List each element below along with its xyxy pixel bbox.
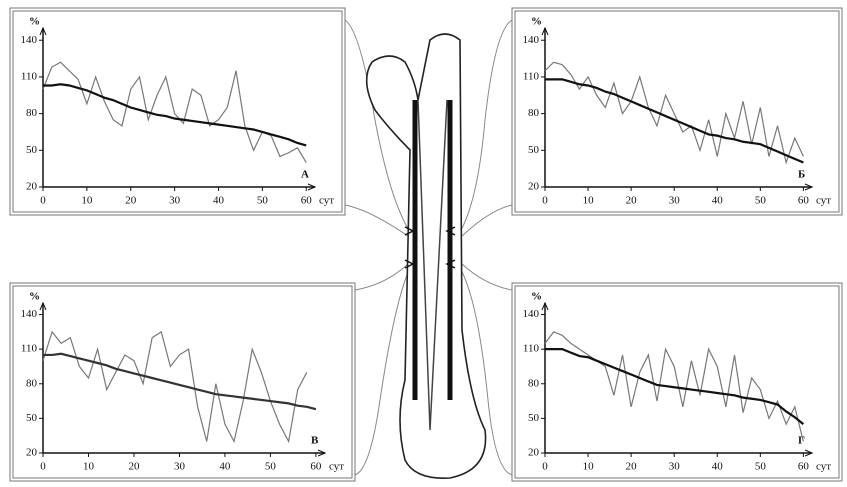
y-tick-label: 50: [528, 412, 540, 424]
y-tick-label: 140: [21, 34, 38, 46]
y-tick-label: 20: [528, 181, 540, 193]
y-tick-label: 80: [528, 377, 540, 389]
y-tick-label: 50: [528, 144, 540, 156]
x-tick-label: 10: [83, 461, 95, 473]
panel: % сут А 20 50 80 110 140 0 10 20 30 40 50 60: [10, 8, 345, 215]
figure: % сут А 20 50 80 110 140 0 10 20 30 40 50 60% сут Б 20 50 8…: [0, 0, 847, 487]
y-tick-label: 50: [26, 144, 38, 156]
y-tick-label: 110: [523, 70, 540, 82]
x-axis-label: сут: [816, 461, 831, 473]
panel-label: А: [301, 169, 309, 181]
callout-line: [462, 264, 512, 290]
x-axis-label: сут: [816, 195, 831, 207]
x-tick-label: 0: [542, 195, 548, 207]
y-tick-label: 80: [26, 107, 38, 119]
x-tick-label: 20: [626, 461, 638, 473]
y-tick-label: 110: [21, 70, 38, 82]
x-tick-label: 0: [40, 461, 46, 473]
x-tick-label: 60: [798, 461, 810, 473]
y-tick-label: 20: [26, 447, 38, 459]
x-tick-label: 20: [128, 461, 140, 473]
x-tick-label: 40: [219, 461, 231, 473]
x-tick-label: 40: [213, 195, 225, 207]
panel-inner-frame: [13, 11, 342, 212]
y-tick-label: 20: [26, 181, 38, 193]
y-tick-label: 140: [523, 34, 540, 46]
y-tick-label: 80: [528, 107, 540, 119]
x-tick-label: 50: [257, 195, 269, 207]
y-axis-label: %: [29, 291, 40, 303]
y-tick-label: 140: [523, 308, 540, 320]
bone-diagram: [367, 34, 486, 478]
x-tick-label: 50: [755, 461, 767, 473]
y-tick-label: 20: [528, 447, 540, 459]
y-tick-label: 80: [26, 377, 38, 389]
y-axis-label: %: [29, 16, 40, 28]
x-tick-label: 30: [174, 461, 186, 473]
x-tick-label: 50: [265, 461, 277, 473]
x-tick-label: 60: [310, 461, 322, 473]
x-tick-label: 60: [798, 195, 810, 207]
y-axis-label: %: [531, 16, 542, 28]
y-axis-label: %: [531, 291, 542, 303]
x-tick-label: 60: [301, 195, 313, 207]
panel: % сут Б 20 50 80 110 140 0 10 20 30 40 50 60: [512, 8, 842, 215]
x-tick-label: 20: [626, 195, 638, 207]
x-tick-label: 10: [583, 461, 595, 473]
panel-label: Б: [798, 169, 805, 181]
x-tick-label: 0: [542, 461, 548, 473]
bone-outline: [367, 34, 486, 478]
x-tick-label: 40: [712, 195, 724, 207]
x-tick-label: 20: [125, 195, 137, 207]
x-tick-label: 10: [81, 195, 93, 207]
callout-line: [355, 264, 408, 290]
panel-inner-frame: [515, 11, 839, 212]
x-tick-label: 30: [169, 195, 181, 207]
y-tick-label: 140: [21, 308, 38, 320]
x-tick-label: 40: [712, 461, 724, 473]
panel: % сут В 20 50 80 110 140 0 10 20 30 40 50 60: [10, 283, 355, 481]
x-axis-label: сут: [319, 195, 334, 207]
panel-label: В: [311, 435, 319, 447]
y-tick-label: 50: [26, 412, 38, 424]
x-axis-label: сут: [329, 461, 344, 473]
y-tick-label: 110: [523, 343, 540, 355]
x-tick-label: 0: [40, 195, 46, 207]
x-tick-label: 30: [669, 461, 681, 473]
x-tick-label: 10: [583, 195, 595, 207]
y-tick-label: 110: [21, 343, 38, 355]
callout-line: [460, 20, 512, 232]
x-tick-label: 50: [755, 195, 767, 207]
x-tick-label: 30: [669, 195, 681, 207]
